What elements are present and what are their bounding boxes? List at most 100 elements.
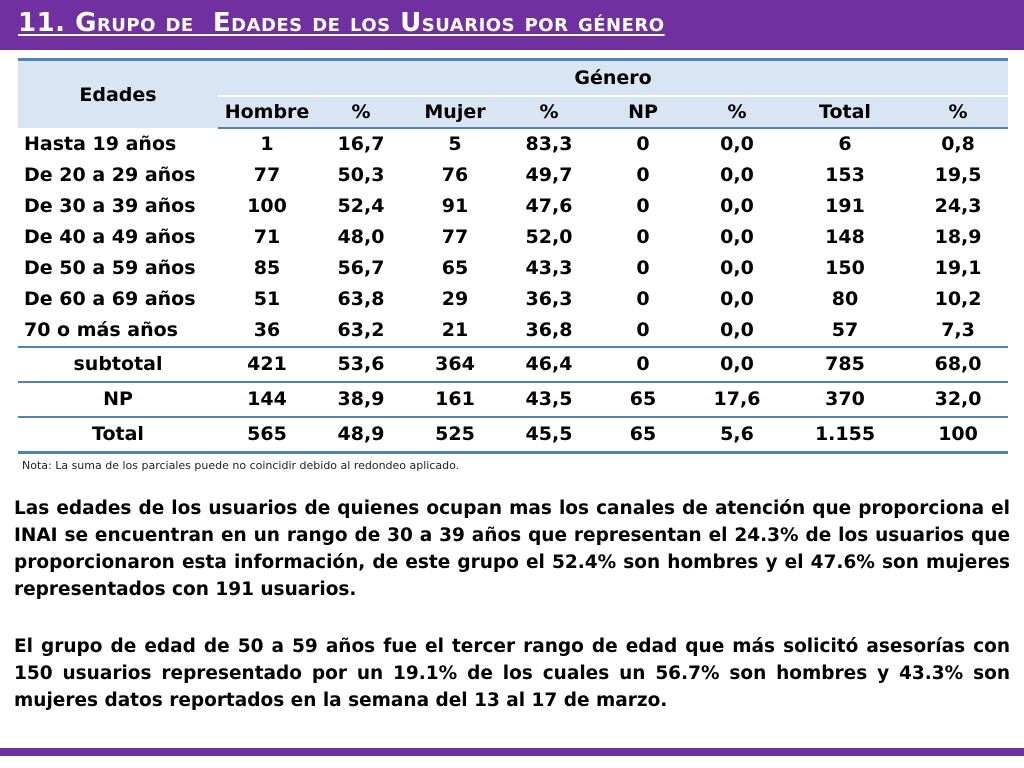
age-gender-table-container: Edades Género Hombre % Mujer % NP % Tota… — [18, 58, 1009, 454]
row-label: NP — [18, 381, 218, 417]
cell-value: 52,0 — [525, 226, 573, 248]
cell-value: 5,6 — [692, 416, 782, 454]
cell-value: 150 — [825, 257, 865, 279]
row-label: subtotal — [18, 346, 218, 382]
row-label: De 40 a 49 años — [24, 226, 196, 248]
table-row: 70 o más años 36 63,2 21 36,8 0 0,0 57 7,3 — [18, 315, 1008, 347]
cell-value: 68,0 — [908, 346, 1009, 382]
table-row: De 20 a 29 años 77 50,3 76 49,7 0 0,0 153 19,5 — [18, 160, 1008, 191]
cell-value: 36 — [253, 319, 281, 341]
cell-value: 161 — [406, 381, 504, 417]
cell-value: 53,6 — [316, 346, 406, 382]
cell-value: 5 — [448, 133, 462, 155]
table-body: Hasta 19 años 1 16,7 5 83,3 0 0,0 6 0,8 De 20 a 2… — [18, 128, 1009, 454]
cell-value: 18,9 — [934, 226, 982, 248]
cell-value: 0 — [636, 164, 650, 186]
cell-value: 85 — [253, 257, 281, 279]
cell-value: 100 — [908, 416, 1009, 454]
cell-value: 7,3 — [941, 319, 975, 341]
cell-value: 83,3 — [525, 133, 573, 155]
title-bar: 11. Grupo de Edades de los Usuarios por … — [0, 0, 1024, 50]
cell-value: 0,0 — [720, 257, 754, 279]
summary-row: subtotal 421 53,6 364 46,4 0 0,0 785 68,0 — [18, 346, 1009, 382]
cell-value: 19,1 — [934, 257, 982, 279]
cell-value: 32,0 — [908, 381, 1009, 417]
header-col-np-pct: % — [692, 96, 782, 129]
cell-value: 71 — [253, 226, 281, 248]
cell-value: 47,6 — [525, 195, 573, 217]
header-col-mujer-pct: % — [504, 96, 594, 129]
cell-value: 43,5 — [504, 381, 594, 417]
cell-value: 63,2 — [337, 319, 385, 341]
cell-value: 65 — [441, 257, 469, 279]
cell-value: 0,0 — [720, 164, 754, 186]
cell-value: 21 — [441, 319, 469, 341]
cell-value: 77 — [253, 164, 281, 186]
cell-value: 153 — [825, 164, 865, 186]
cell-value: 43,3 — [525, 257, 573, 279]
row-label: Hasta 19 años — [24, 132, 177, 155]
cell-value: 16,7 — [337, 133, 385, 155]
cell-value: 0 — [636, 288, 650, 310]
cell-value: 565 — [218, 416, 316, 454]
table-row: De 40 a 49 años 71 48,0 77 52,0 0 0,0 148 18,9 — [18, 222, 1008, 253]
cell-value: 45,5 — [504, 416, 594, 454]
cell-value: 52,4 — [337, 195, 385, 217]
cell-value: 48,0 — [337, 226, 385, 248]
header-col-mujer: Mujer — [406, 96, 504, 129]
cell-value: 49,7 — [525, 164, 573, 186]
cell-value: 364 — [406, 346, 504, 382]
cell-value: 0,8 — [941, 133, 975, 155]
cell-value: 48,9 — [316, 416, 406, 454]
cell-value: 51 — [253, 288, 281, 310]
cell-value: 36,8 — [525, 319, 573, 341]
cell-value: 24,3 — [934, 195, 982, 217]
cell-value: 0 — [636, 257, 650, 279]
cell-value: 10,2 — [934, 288, 982, 310]
cell-value: 0 — [636, 319, 650, 341]
bottom-bar — [0, 748, 1024, 756]
summary-row: NP 144 38,9 161 43,5 65 17,6 370 32,0 — [18, 381, 1009, 417]
cell-value: 46,4 — [504, 346, 594, 382]
row-label: 70 o más años — [24, 319, 178, 341]
cell-value: 57 — [831, 319, 859, 341]
table-note: Nota: La suma de los parciales puede no … — [22, 459, 460, 472]
row-label: Total — [18, 416, 218, 454]
row-label: De 30 a 39 años — [24, 195, 196, 217]
cell-value: 0 — [594, 346, 692, 382]
cell-value: 80 — [831, 288, 859, 310]
cell-value: 0 — [636, 226, 650, 248]
age-gender-table: Edades Género Hombre % Mujer % NP % Tota… — [18, 58, 1009, 454]
table-row: De 30 a 39 años 100 52,4 91 47,6 0 0,0 191 24,3 — [18, 191, 1008, 222]
cell-value: 0,0 — [720, 226, 754, 248]
header-col-total-pct: % — [908, 96, 1009, 129]
table-row: De 60 a 69 años 51 63,8 29 36,3 0 0,0 80 10,2 — [18, 284, 1008, 315]
summary-row: Total 565 48,9 525 45,5 65 5,6 1.155 100 — [18, 416, 1009, 454]
header-col-total: Total — [782, 96, 908, 129]
cell-value: 6 — [838, 133, 852, 155]
cell-value: 525 — [406, 416, 504, 454]
page-title: 11. Grupo de Edades de los Usuarios por … — [18, 8, 665, 38]
cell-value: 144 — [218, 381, 316, 417]
cell-value: 76 — [441, 164, 469, 186]
cell-value: 0,0 — [720, 195, 754, 217]
cell-value: 1.155 — [782, 416, 908, 454]
cell-value: 370 — [782, 381, 908, 417]
cell-value: 65 — [594, 381, 692, 417]
cell-value: 36,3 — [525, 288, 573, 310]
header-col-hombre: Hombre — [218, 96, 316, 129]
cell-value: 77 — [441, 226, 469, 248]
cell-value: 100 — [247, 195, 287, 217]
cell-value: 0,0 — [720, 133, 754, 155]
header-edades: Edades — [18, 58, 218, 128]
cell-value: 1 — [260, 133, 274, 155]
cell-value: 0,0 — [720, 319, 754, 341]
cell-value: 38,9 — [316, 381, 406, 417]
row-label: De 50 a 59 años — [24, 257, 196, 279]
table-header: Edades Género Hombre % Mujer % NP % Tota… — [18, 58, 1009, 129]
cell-value: 63,8 — [337, 288, 385, 310]
cell-value: 29 — [441, 288, 469, 310]
cell-value: 91 — [441, 195, 469, 217]
header-col-np: NP — [594, 96, 692, 129]
cell-value: 785 — [782, 346, 908, 382]
